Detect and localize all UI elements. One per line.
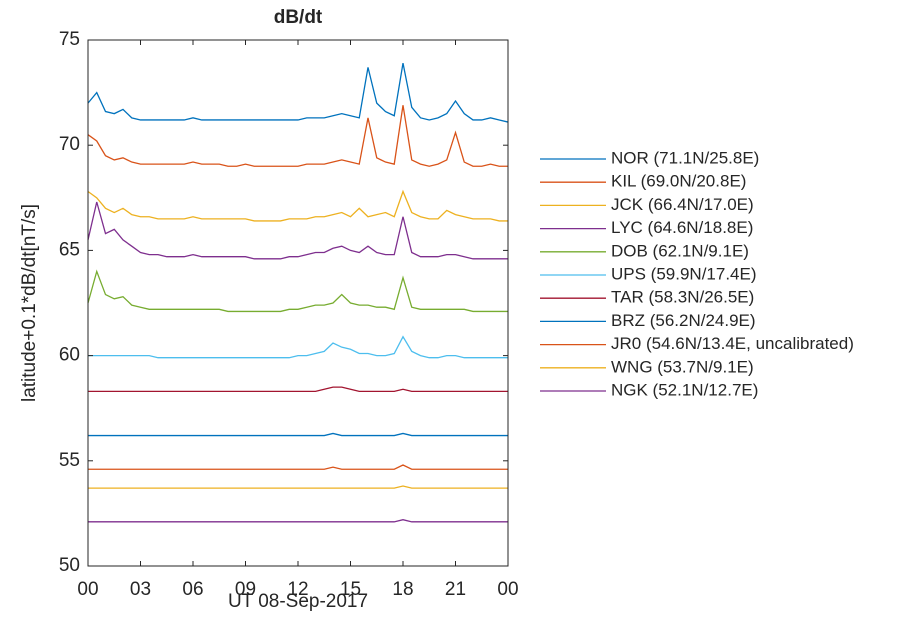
x-tick-label: 06 (182, 579, 203, 600)
x-tick-label: 18 (392, 579, 413, 600)
y-tick-label: 65 (59, 239, 80, 260)
series-line (87, 189, 508, 222)
legend-label: NOR (71.1N/25.8E) (611, 148, 759, 167)
y-tick-label: 55 (59, 450, 80, 471)
series-line (87, 63, 509, 123)
plot-frame (87, 39, 509, 567)
chart-title: dB/dt (274, 7, 323, 28)
legend-label: KIL (69.0N/20.8E) (611, 172, 746, 191)
series-line (88, 335, 508, 359)
legend-label: WNG (53.7N/9.1E) (611, 357, 754, 376)
legend-label: UPS (59.9N/17.4E) (611, 264, 757, 283)
series-line (88, 464, 508, 470)
x-tick-label: 00 (497, 579, 518, 600)
y-tick-label: 50 (59, 555, 80, 576)
x-tick-label: 12 (287, 579, 308, 600)
series-line (87, 269, 508, 313)
legend-label: NGK (52.1N/12.7E) (611, 380, 758, 399)
series-line (87, 201, 508, 260)
y-tick-label: 70 (59, 134, 80, 155)
y-axis-label: latitude+0.1*dB/dt[nT/s] (19, 204, 40, 402)
series-line (87, 105, 508, 167)
legend-label: TAR (58.3N/26.5E) (611, 288, 754, 307)
legend-label: LYC (64.6N/18.8E) (611, 218, 753, 237)
series-line (88, 485, 508, 489)
series-line (88, 432, 508, 437)
series-line (88, 386, 508, 393)
x-tick-label: 21 (445, 579, 466, 600)
x-tick-label: 09 (235, 579, 256, 600)
series-line (88, 519, 508, 523)
x-tick-label: 15 (340, 579, 361, 600)
legend-label: JCK (66.4N/17.0E) (611, 195, 754, 214)
y-tick-label: 75 (59, 29, 80, 50)
y-tick-label: 60 (59, 345, 80, 366)
legend-label: DOB (62.1N/9.1E) (611, 241, 749, 260)
x-axis-label: UT 08-Sep-2017 (228, 591, 368, 612)
x-tick-label: 00 (77, 579, 98, 600)
legend-label: BRZ (56.2N/24.9E) (611, 311, 756, 330)
legend-label: JR0 (54.6N/13.4E, uncalibrated) (611, 334, 854, 353)
x-tick-label: 03 (130, 579, 151, 600)
